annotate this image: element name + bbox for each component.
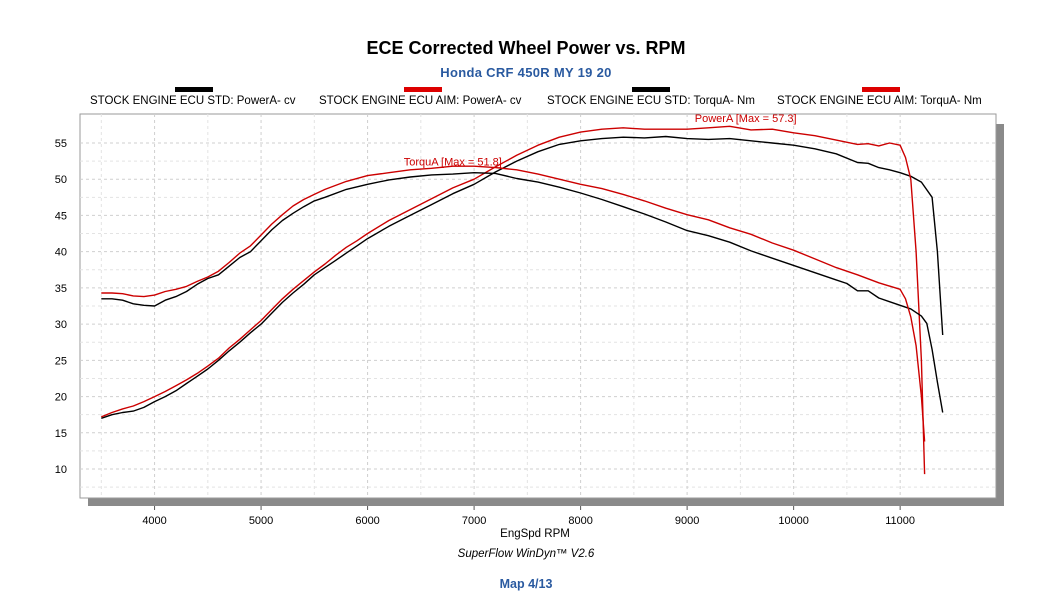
chart-title: ECE Corrected Wheel Power vs. RPM bbox=[366, 38, 686, 58]
annotation-power-max: PowerA [Max = 57.3] bbox=[695, 113, 797, 125]
map-label: Map 4/13 bbox=[499, 577, 553, 591]
y-tick-label: 30 bbox=[55, 319, 67, 331]
y-axis-ticks: 10 15 20 25 30 35 40 45 50 55 bbox=[55, 138, 67, 476]
legend-swatch-std-torque bbox=[632, 87, 670, 92]
annotation-torque-max: TorquA [Max = 51.8] bbox=[404, 156, 502, 168]
series-line-3 bbox=[101, 165, 926, 442]
y-tick-label: 55 bbox=[55, 138, 67, 150]
y-tick-label: 15 bbox=[55, 428, 67, 440]
x-axis-ticks: 4000 5000 6000 7000 8000 9000 10000 11000 bbox=[142, 506, 915, 527]
legend-aim-power: STOCK ENGINE ECU AIM: PowerA- cv bbox=[319, 95, 522, 107]
legend-std-torque: STOCK ENGINE ECU STD: TorquA- Nm bbox=[547, 95, 755, 107]
x-tick-label: 8000 bbox=[568, 515, 592, 527]
x-tick-label: 9000 bbox=[675, 515, 699, 527]
y-tick-label: 20 bbox=[55, 392, 67, 404]
y-tick-label: 40 bbox=[55, 247, 67, 259]
series-lines bbox=[101, 125, 944, 475]
y-tick-label: 50 bbox=[55, 174, 67, 186]
x-tick-label: 10000 bbox=[778, 515, 809, 527]
y-tick-label: 45 bbox=[55, 210, 67, 222]
x-tick-label: 5000 bbox=[249, 515, 273, 527]
series-line-0 bbox=[101, 135, 944, 419]
software-label: SuperFlow WinDyn™ V2.6 bbox=[457, 548, 595, 560]
x-tick-label: 7000 bbox=[462, 515, 486, 527]
x-tick-label: 6000 bbox=[355, 515, 379, 527]
y-tick-label: 25 bbox=[55, 355, 67, 367]
x-tick-label: 11000 bbox=[885, 515, 915, 527]
legend-std-power: STOCK ENGINE ECU STD: PowerA- cv bbox=[90, 95, 296, 107]
chart-subtitle: Honda CRF 450R MY 19 20 bbox=[440, 65, 612, 80]
y-tick-label: 10 bbox=[55, 464, 67, 476]
x-axis-label: EngSpd RPM bbox=[500, 528, 570, 540]
legend-swatch-aim-torque bbox=[862, 87, 900, 92]
y-tick-label: 35 bbox=[55, 283, 67, 295]
legend-swatch-aim-power bbox=[404, 87, 442, 92]
legend-swatch-std-power bbox=[175, 87, 213, 92]
legend-aim-torque: STOCK ENGINE ECU AIM: TorquA- Nm bbox=[777, 95, 982, 107]
series-line-1 bbox=[101, 125, 926, 475]
series-line-2 bbox=[101, 171, 944, 413]
x-tick-label: 4000 bbox=[142, 515, 166, 527]
